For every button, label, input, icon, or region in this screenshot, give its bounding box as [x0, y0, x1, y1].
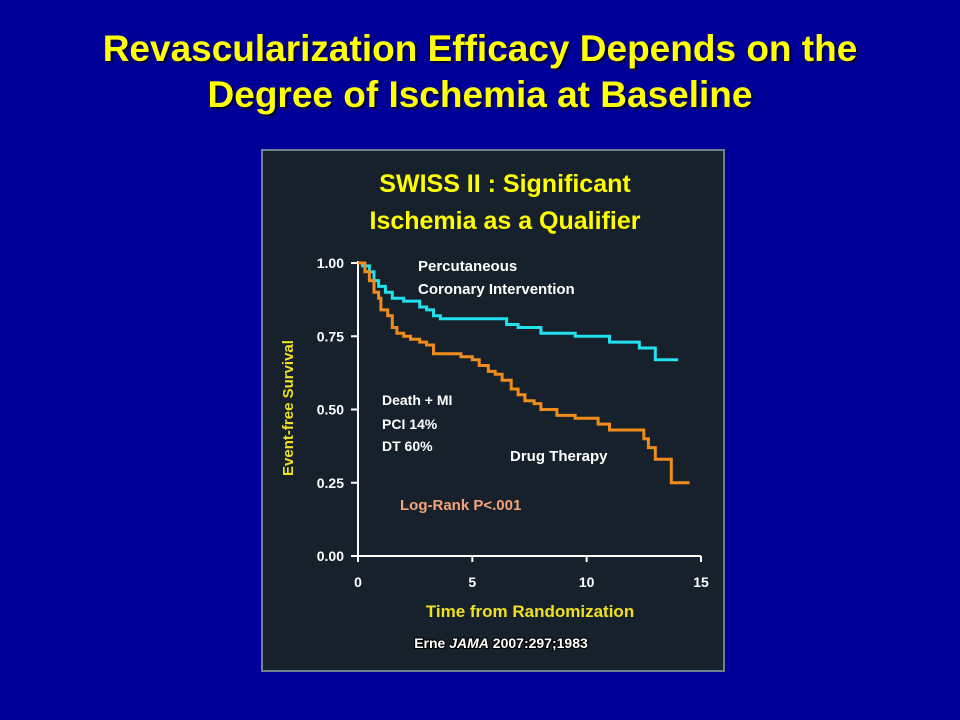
- y-tick-label: 0.00: [317, 548, 344, 564]
- y-tick-label: 0.50: [317, 402, 344, 418]
- chart-title-line-1: SWISS II : Significant: [379, 170, 631, 198]
- chart-series: [358, 261, 690, 485]
- x-tick-label: 10: [579, 574, 595, 590]
- series-line-drug-therapy: [358, 261, 690, 485]
- chart-title-line-2: Ischemia as a Qualifier: [370, 207, 641, 235]
- slide-title: Revascularization Efficacy Depends on th…: [0, 26, 960, 118]
- x-tick-label: 5: [468, 574, 476, 590]
- slide-title-line-1: Revascularization Efficacy Depends on th…: [102, 28, 858, 69]
- citation-author: Erne: [414, 635, 449, 651]
- chart-ticks: 0.00 0.25 0.50 0.75 1.00 0 5 10 15: [317, 255, 709, 590]
- x-tick-label: 0: [354, 574, 362, 590]
- y-tick-label: 0.25: [317, 475, 344, 491]
- annotation-dt-rate: DT 60%: [382, 438, 433, 454]
- citation: Erne JAMA 2007:297;1983: [414, 635, 588, 651]
- survival-chart: SWISS II : Significant Ischemia as a Qua…: [280, 170, 709, 652]
- slide-title-line-2: Degree of Ischemia at Baseline: [207, 74, 753, 115]
- annotation-death-mi: Death + MI: [382, 392, 452, 408]
- y-tick-label: 0.75: [317, 328, 344, 344]
- x-axis-label: Time from Randomization: [426, 602, 634, 621]
- chart-panel: SWISS II : Significant Ischemia as a Qua…: [261, 149, 725, 672]
- legend-pci-line-1: Percutaneous: [418, 258, 517, 275]
- citation-journal: JAMA: [449, 635, 489, 651]
- legend-drug-therapy: Drug Therapy: [510, 448, 608, 465]
- annotation-pci-rate: PCI 14%: [382, 416, 438, 432]
- y-axis-label: Event-free Survival: [280, 340, 297, 476]
- series-line-pci: [358, 261, 679, 362]
- citation-volume: 2007:297;1983: [489, 635, 588, 651]
- annotation-logrank: Log-Rank P<.001: [400, 497, 521, 514]
- y-tick-label: 1.00: [317, 255, 344, 271]
- x-tick-label: 15: [693, 574, 709, 590]
- legend-pci-line-2: Coronary Intervention: [418, 281, 575, 298]
